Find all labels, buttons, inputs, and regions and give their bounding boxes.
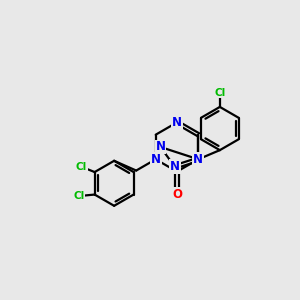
Text: Cl: Cl (76, 162, 87, 172)
Text: N: N (170, 160, 180, 173)
Text: N: N (172, 116, 182, 129)
Text: N: N (155, 140, 165, 154)
Text: Cl: Cl (74, 191, 85, 201)
Text: N: N (193, 153, 203, 166)
Text: O: O (172, 188, 182, 201)
Text: Cl: Cl (214, 88, 226, 98)
Text: N: N (151, 153, 161, 166)
